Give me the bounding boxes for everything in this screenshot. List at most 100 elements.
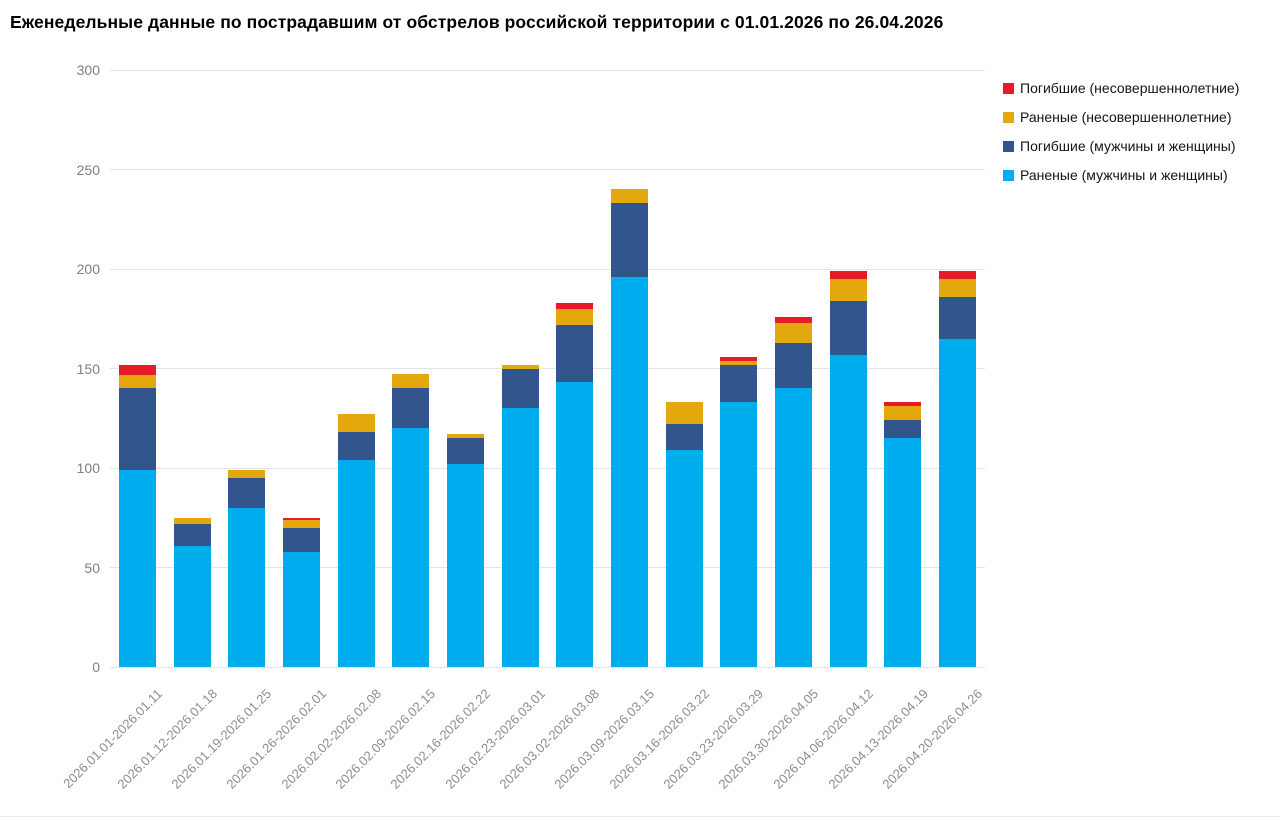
plot-area: 0 50 100 150 200 250 300 2026.01.01-2026.01.11 2…	[60, 63, 985, 792]
x-axis-tick-label: 2026.02.09-2026.02.15	[332, 686, 439, 792]
seg-injured-minors	[611, 189, 649, 204]
seg-injured-minors	[228, 470, 266, 478]
y-axis-tick-label: 250	[76, 161, 100, 178]
seg-deaths-adults	[665, 424, 703, 451]
gridline-y200	[110, 268, 985, 270]
y-axis-tick-label: 200	[76, 261, 100, 277]
square-icon	[1003, 112, 1014, 123]
bar-2026.01.26-2026.02.01	[282, 517, 320, 667]
legend-item: Погибшие (несовершеннолетние)	[1003, 80, 1239, 98]
seg-injured-minors	[720, 360, 758, 365]
bar-2026.01.01-2026.01.11	[118, 364, 156, 667]
x-axis-tick-label: 2026.04.13-2026.04.19	[824, 686, 931, 792]
x-axis-tick-label: 2026.01.12-2026.01.18	[113, 686, 220, 792]
x-axis-tick-label: 2026.03.23-2026.03.29	[660, 686, 767, 792]
seg-injured-minors	[665, 402, 703, 425]
seg-injured-adults	[446, 464, 484, 667]
gridline-y50	[110, 567, 985, 568]
seg-injured-minors	[173, 517, 211, 524]
bar-2026.03.16-2026.03.22	[665, 402, 703, 667]
bar-2026.01.19-2026.01.25	[228, 470, 266, 667]
gridline-y150	[110, 368, 985, 369]
seg-deaths-adults	[392, 388, 430, 429]
seg-deaths-adults	[282, 527, 320, 552]
legend-item: Раненые (мужчины и женщины)	[1003, 167, 1239, 185]
seg-injured-adults	[282, 551, 320, 667]
seg-injured-adults	[775, 388, 813, 667]
square-icon	[1003, 83, 1014, 94]
seg-injured-minors	[501, 364, 539, 369]
seg-deaths-adults	[720, 364, 758, 403]
seg-deaths-minors	[939, 271, 977, 279]
legend-label: Раненые (мужчины и женщины)	[1020, 167, 1228, 183]
gridline-y250	[110, 169, 985, 170]
y-axis-tick-label: 100	[76, 460, 100, 476]
seg-injured-minors	[829, 278, 867, 301]
seg-deaths-adults	[337, 432, 375, 461]
seg-deaths-minors	[884, 402, 922, 407]
bar-2026.03.02-2026.03.08	[556, 302, 594, 667]
x-axis-tick-label: 2026.04.06-2026.04.12	[770, 686, 876, 792]
gridline-y300	[110, 69, 985, 71]
legend-item: Раненые (несовершеннолетние)	[1003, 109, 1239, 127]
x-axis-tick-label: 2026.01.01-2026.01.11	[59, 686, 165, 792]
bar-2026.04.13-2026.04.19	[884, 402, 922, 667]
seg-deaths-adults	[501, 368, 539, 409]
seg-injured-adults	[228, 507, 266, 667]
seg-injured-minors	[118, 374, 156, 389]
chart-title: Еженедельные данные по пострадавшим от о…	[10, 12, 944, 32]
seg-deaths-adults	[228, 477, 266, 508]
seg-injured-adults	[173, 545, 211, 667]
legend-label: Погибшие (несовершеннолетние)	[1020, 80, 1240, 96]
gridline-y100	[110, 467, 985, 469]
seg-deaths-adults	[556, 324, 594, 383]
bar-2026.04.20-2026.04.26	[939, 271, 977, 667]
seg-injured-minors	[884, 406, 922, 421]
seg-deaths-minors	[829, 271, 867, 279]
seg-injured-adults	[939, 338, 977, 667]
seg-deaths-minors	[282, 517, 320, 520]
seg-injured-adults	[501, 408, 539, 667]
bar-2026.03.30-2026.04.05	[775, 316, 813, 667]
legend: Погибшие (несовершеннолетние) Раненые (не…	[1003, 80, 1239, 196]
legend-label: Раненые (несовершеннолетние)	[1020, 109, 1232, 125]
seg-deaths-minors	[556, 302, 594, 309]
seg-deaths-minors	[720, 356, 758, 361]
seg-injured-minors	[337, 414, 375, 433]
seg-deaths-adults	[829, 300, 867, 355]
y-axis-tick-label: 50	[84, 559, 100, 576]
x-axis-tick-label: 2026.03.02-2026.03.08	[496, 686, 603, 792]
x-axis-tick-label: 2026.02.23-2026.03.01	[442, 686, 548, 792]
x-axis-tick-label: 2026.02.16-2026.02.22	[387, 686, 494, 792]
bar-2026.02.02-2026.02.08	[337, 414, 375, 667]
seg-injured-minors	[939, 278, 977, 297]
seg-injured-minors	[775, 322, 813, 343]
bar-2026.02.16-2026.02.22	[446, 434, 484, 667]
seg-injured-adults	[884, 438, 922, 667]
gridline-y0	[110, 666, 985, 668]
y-axis-tick-label: 0	[92, 659, 100, 675]
bar-2026.02.09-2026.02.15	[392, 374, 430, 667]
square-icon	[1003, 170, 1014, 181]
legend-item: Погибшие (мужчины и женщины)	[1003, 138, 1239, 156]
seg-injured-minors	[556, 308, 594, 325]
seg-deaths-adults	[173, 523, 211, 546]
seg-injured-adults	[118, 470, 156, 667]
seg-injured-adults	[337, 460, 375, 667]
bar-2026.03.23-2026.03.29	[720, 356, 758, 667]
seg-deaths-adults	[118, 388, 156, 470]
seg-injured-minors	[392, 374, 430, 389]
bar-2026.03.09-2026.03.15	[611, 189, 649, 667]
x-axis-tick-label: 2026.03.16-2026.03.22	[606, 686, 712, 792]
seg-deaths-adults	[775, 342, 813, 389]
seg-injured-minors	[282, 519, 320, 528]
seg-deaths-minors	[775, 316, 813, 323]
seg-injured-adults	[556, 382, 594, 667]
y-axis-tick-label: 300	[76, 62, 100, 78]
seg-injured-adults	[611, 276, 649, 667]
seg-deaths-adults	[884, 420, 922, 439]
x-axis-tick-label: 2026.02.02-2026.02.08	[278, 686, 384, 792]
x-axis-tick-label: 2026.03.09-2026.03.15	[551, 686, 658, 792]
seg-injured-adults	[720, 402, 758, 667]
